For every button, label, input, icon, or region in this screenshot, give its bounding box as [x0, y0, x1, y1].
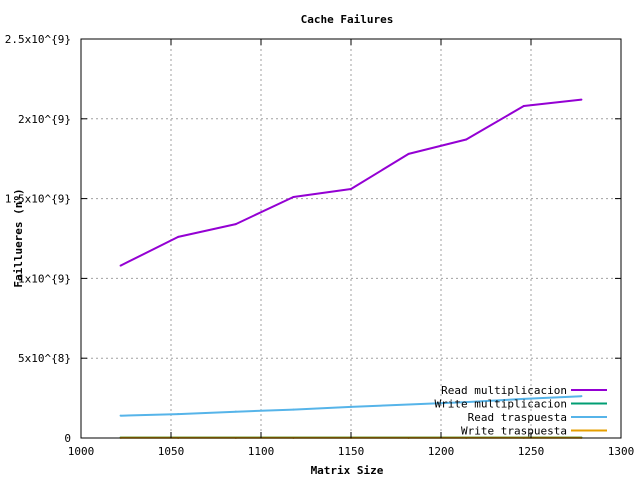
data-point — [350, 405, 352, 408]
data-point — [522, 105, 525, 108]
data-point — [234, 223, 237, 226]
y-tick-label: 0 — [64, 432, 71, 445]
grid-layer — [81, 39, 621, 438]
data-point — [119, 264, 122, 267]
x-tick-label: 1200 — [428, 445, 455, 458]
y-tick-label: 5x10^{8} — [18, 352, 71, 365]
y-tick-label: 1x10^{9} — [18, 272, 71, 285]
y-tick-label: 2x10^{9} — [18, 113, 71, 126]
data-point — [292, 196, 295, 199]
data-point — [119, 414, 122, 417]
legend-label: Write traspuesta — [461, 425, 567, 438]
data-point — [522, 397, 525, 400]
data-point — [580, 395, 583, 398]
plot-frame — [80, 38, 622, 439]
data-point — [234, 410, 237, 413]
data-point — [350, 188, 352, 191]
y-tick-label: 2.5x10^{9} — [5, 33, 71, 46]
x-tick-label: 1100 — [248, 445, 275, 458]
label-layer: 1000 1050 1100 1150 1200 1250 1300 0 5x10^{8} 1x1… — [5, 33, 634, 458]
legend-label: Read traspuesta — [468, 411, 567, 424]
legend-label: Read multiplicacion — [441, 384, 567, 397]
x-tick-label: 1250 — [518, 445, 545, 458]
x-tick-label: 1300 — [608, 445, 635, 458]
data-point — [407, 152, 410, 155]
x-tick-label: 1150 — [338, 445, 365, 458]
y-axis-title: Faillueres (nº) — [12, 188, 25, 287]
tick-layer — [80, 38, 622, 439]
legend-label: Write multiplicacion — [435, 398, 567, 411]
x-tick-label: 1050 — [158, 445, 185, 458]
data-point — [177, 413, 180, 416]
data-point — [580, 98, 583, 101]
data-point — [465, 138, 468, 141]
chart-title: Cache Failures — [301, 13, 394, 26]
x-tick-label: 1000 — [68, 445, 95, 458]
data-point — [407, 403, 410, 406]
data-point — [292, 408, 295, 411]
data-point — [465, 401, 468, 404]
y-tick-label: 1.5x10^{9} — [5, 193, 71, 206]
x-axis-title: Matrix Size — [311, 464, 384, 477]
data-point — [177, 235, 180, 238]
